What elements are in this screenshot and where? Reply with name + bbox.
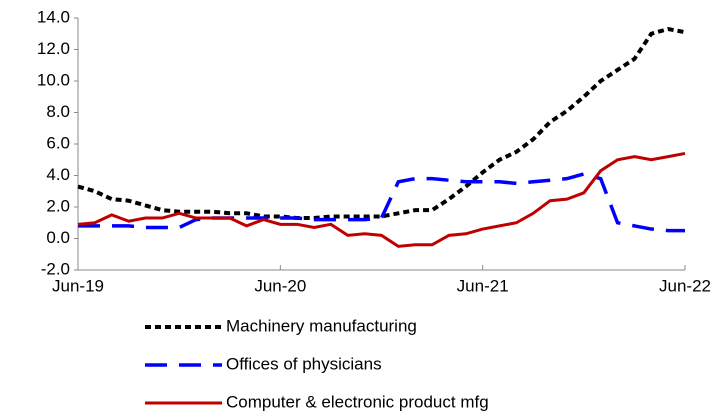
series-line [77, 26, 686, 221]
legend-label: Computer & electronic product mfg [226, 392, 489, 411]
series-line [77, 151, 686, 248]
x-tick-label: Jun-20 [254, 276, 306, 295]
x-tick-label: Jun-19 [52, 276, 104, 295]
y-tick-label: 2.0 [46, 196, 70, 215]
y-tick-label: 12.0 [37, 39, 70, 58]
x-tick-label: Jun-21 [457, 276, 509, 295]
y-tick-label: 8.0 [46, 102, 70, 121]
series-line [78, 172, 685, 233]
y-tick-label: 14.0 [37, 7, 70, 26]
y-tick-label: 6.0 [46, 133, 70, 152]
y-tick-label: 4.0 [46, 165, 70, 184]
legend-label: Machinery manufacturing [226, 316, 417, 335]
y-tick-label: -2.0 [41, 259, 70, 278]
y-tick-label: 0.0 [46, 228, 70, 247]
y-tick-label: 10.0 [37, 70, 70, 89]
x-tick-label: Jun-22 [659, 276, 711, 295]
legend-label: Offices of physicians [226, 354, 382, 373]
